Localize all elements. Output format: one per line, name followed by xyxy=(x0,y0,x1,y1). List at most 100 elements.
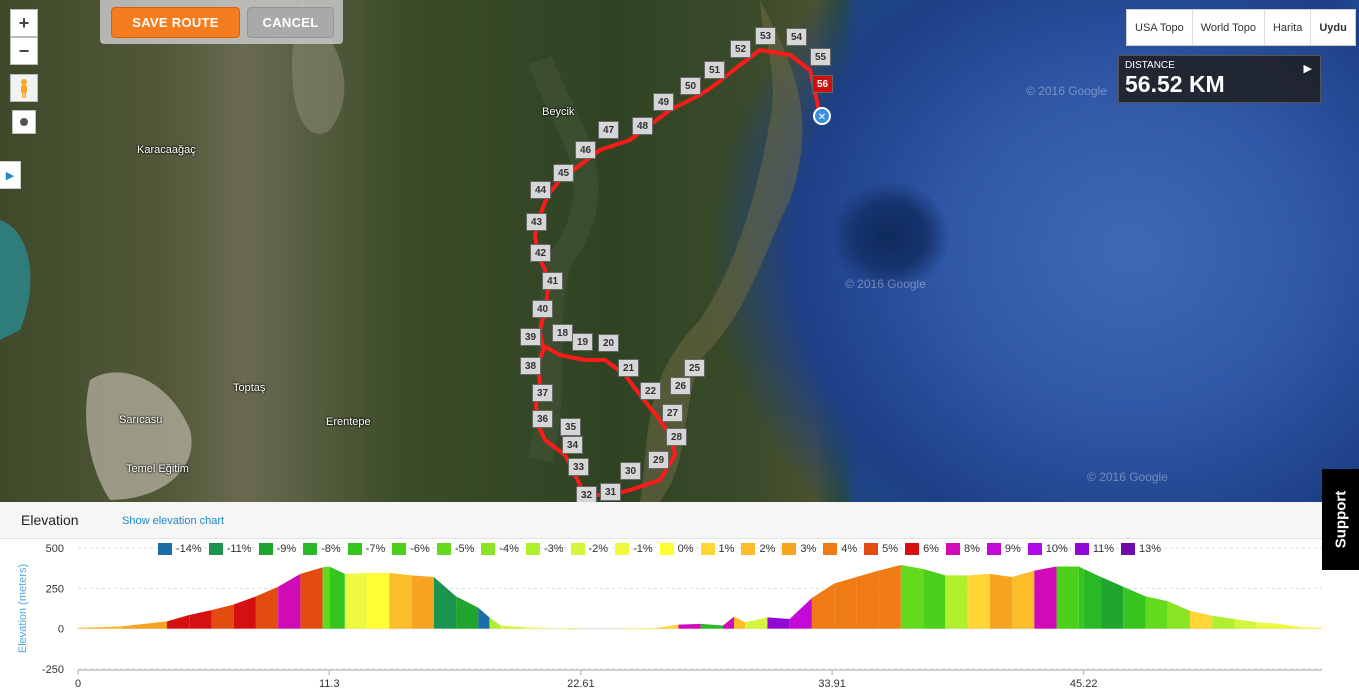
grade-legend: -14% -11% -9% -8% -7% -6% -5% -4% -3% -2% -1% 0% 1% 2… xyxy=(158,543,1168,555)
route-marker-53[interactable]: 53 xyxy=(755,27,776,45)
route-marker-42[interactable]: 42 xyxy=(530,244,551,262)
map-label: Temel Eğitim xyxy=(126,463,189,475)
route-marker-38[interactable]: 38 xyxy=(520,357,541,375)
route-marker-32[interactable]: 32 xyxy=(576,486,597,502)
map-label: Erentepe xyxy=(326,416,371,428)
elevation-segment xyxy=(322,566,330,629)
legend-item: 1% xyxy=(700,543,734,555)
legend-item: 6% xyxy=(905,543,939,555)
legend-label: -1% xyxy=(633,543,653,555)
route-marker-37[interactable]: 37 xyxy=(532,384,553,402)
legend-swatch xyxy=(615,543,630,555)
zoom-in-button[interactable]: + xyxy=(10,9,38,37)
route-marker-47[interactable]: 47 xyxy=(598,121,619,139)
legend-item: -5% xyxy=(436,543,474,555)
route-marker-41[interactable]: 41 xyxy=(542,272,563,290)
zoom-out-button[interactable]: − xyxy=(10,37,38,65)
route-marker-52[interactable]: 52 xyxy=(730,40,751,58)
route-marker-55[interactable]: 55 xyxy=(810,48,831,66)
route-marker-54[interactable]: 54 xyxy=(786,28,807,46)
elevation-segment xyxy=(489,617,501,629)
legend-item: -3% xyxy=(525,543,564,555)
route-marker-43[interactable]: 43 xyxy=(526,213,547,231)
route-marker-21[interactable]: 21 xyxy=(618,359,639,377)
street-view-icon[interactable] xyxy=(10,74,38,102)
elevation-segment xyxy=(233,596,256,629)
route-marker-18[interactable]: 18 xyxy=(552,324,573,342)
legend-item: -8% xyxy=(303,543,341,555)
route-marker-35[interactable]: 35 xyxy=(560,418,581,436)
route-marker-29[interactable]: 29 xyxy=(648,451,669,469)
route-marker-27[interactable]: 27 xyxy=(662,404,683,422)
elevation-segment xyxy=(678,623,701,629)
route-marker-20[interactable]: 20 xyxy=(598,334,619,352)
route-marker-33[interactable]: 33 xyxy=(568,458,589,476)
elevation-segment xyxy=(500,625,523,629)
elevation-segment xyxy=(1145,596,1168,629)
legend-item: -6% xyxy=(392,543,430,555)
legend-swatch xyxy=(392,543,407,555)
route-marker-19[interactable]: 19 xyxy=(572,333,593,351)
route-marker-25[interactable]: 25 xyxy=(684,359,705,377)
save-route-button[interactable]: SAVE ROUTE xyxy=(111,7,240,38)
route-marker-40[interactable]: 40 xyxy=(532,300,553,318)
route-marker-36[interactable]: 36 xyxy=(532,410,553,428)
route-marker-31[interactable]: 31 xyxy=(600,483,621,501)
layer-world-topo[interactable]: World Topo xyxy=(1193,10,1265,45)
map-copyright: © 2016 Google xyxy=(845,277,926,291)
elevation-segment xyxy=(1101,577,1124,629)
elevation-segment xyxy=(945,575,968,629)
route-marker-46[interactable]: 46 xyxy=(575,141,596,159)
support-button[interactable]: Support xyxy=(1322,469,1359,570)
legend-label: -2% xyxy=(588,543,609,555)
layer-usa-topo[interactable]: USA Topo xyxy=(1127,10,1193,45)
route-marker-51[interactable]: 51 xyxy=(704,61,725,79)
elevation-segment xyxy=(522,627,546,629)
route-marker-30[interactable]: 30 xyxy=(620,462,641,480)
route-marker-50[interactable]: 50 xyxy=(680,77,701,95)
legend-swatch xyxy=(208,543,223,555)
map-canvas[interactable]: ✕ Beycik Karacaağaç Toptaş Sarıcasu Eren… xyxy=(0,0,1359,502)
route-marker-48[interactable]: 48 xyxy=(632,117,653,135)
show-elevation-chart-link[interactable]: Show elevation chart xyxy=(122,515,225,527)
play-icon[interactable]: ▶ xyxy=(1303,63,1312,75)
route-marker-28[interactable]: 28 xyxy=(666,428,687,446)
elevation-segment xyxy=(811,583,835,629)
legend-swatch xyxy=(823,543,838,555)
elevation-segment xyxy=(1083,568,1102,629)
elevation-segment xyxy=(389,573,412,629)
legend-item: -1% xyxy=(615,543,653,555)
layer-harita[interactable]: Harita xyxy=(1265,10,1312,45)
elevation-segment xyxy=(900,564,924,629)
svg-text:✕: ✕ xyxy=(818,112,826,123)
elevation-segment xyxy=(329,566,345,629)
elevation-chart: 500 250 0 -250 0 11.3 22.61 33.91 45.22 Elevation… xyxy=(17,543,1322,690)
elevation-segment xyxy=(1167,601,1190,629)
elevation-segment xyxy=(1256,622,1279,629)
location-icon[interactable] xyxy=(12,110,36,134)
legend-swatch xyxy=(436,543,451,555)
legend-swatch xyxy=(1121,543,1136,555)
map-copyright: © 2016 Google xyxy=(1087,470,1168,484)
route-marker-26[interactable]: 26 xyxy=(670,377,691,395)
legend-swatch xyxy=(741,543,756,555)
layer-uydu[interactable]: Uydu xyxy=(1319,21,1347,34)
map-layer-switcher: USA Topo World Topo Harita Uydu xyxy=(1126,9,1356,46)
elevation-segment xyxy=(1123,586,1146,629)
x-tick-label: 45.22 xyxy=(1070,678,1098,690)
map-copyright: © 2016 Google xyxy=(1026,84,1107,98)
route-marker-49[interactable]: 49 xyxy=(653,93,674,111)
route-marker-56[interactable]: 56 xyxy=(812,75,833,93)
elevation-segment xyxy=(633,627,657,629)
elevation-segment xyxy=(1034,566,1057,629)
legend-item: 0% xyxy=(659,543,694,555)
elevation-segment xyxy=(834,577,857,629)
cancel-button[interactable]: CANCEL xyxy=(247,7,334,38)
route-marker-34[interactable]: 34 xyxy=(562,436,583,454)
route-marker-39[interactable]: 39 xyxy=(520,328,541,346)
sidebar-toggle[interactable]: ▶ xyxy=(0,161,21,189)
route-marker-44[interactable]: 44 xyxy=(530,181,551,199)
route-marker-22[interactable]: 22 xyxy=(640,382,661,400)
route-marker-45[interactable]: 45 xyxy=(553,164,574,182)
elevation-segment xyxy=(211,604,234,629)
